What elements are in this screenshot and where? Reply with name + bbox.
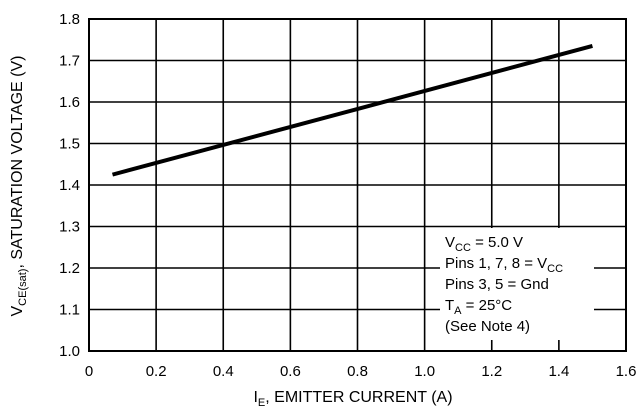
y-tick-label: 1.1 bbox=[59, 302, 80, 319]
y-tick-label: 1.3 bbox=[59, 219, 80, 236]
grid bbox=[88, 18, 627, 352]
y-tick-label: 1.5 bbox=[59, 136, 80, 153]
series-layer bbox=[111, 44, 593, 177]
y-axis-label: VCE(sat), SATURATION VOLTAGE (V) bbox=[9, 55, 29, 316]
annotation-line: (See Note 4) bbox=[445, 318, 530, 335]
x-tick-label: 0.2 bbox=[146, 363, 167, 380]
annotation-line: Pins 3, 5 = Gnd bbox=[445, 276, 549, 293]
x-tick-label: 0.6 bbox=[280, 363, 301, 380]
annotation-line: VCC = 5.0 V bbox=[445, 234, 523, 254]
x-tick-label: 1.6 bbox=[616, 363, 637, 380]
x-tick-label: 1.2 bbox=[481, 363, 502, 380]
annotation-line: Pins 1, 7, 8 = VCC bbox=[445, 255, 563, 275]
y-tick-label: 1.0 bbox=[59, 343, 80, 360]
tick-labels: 0 0.2 0.4 0.6 0.8 1.0 1.2 1.4 1.6 1.0 1.1 1.2 1.3 1.4… bbox=[59, 11, 636, 380]
annotation-background bbox=[440, 228, 594, 340]
x-axis-label: IE, EMITTER CURRENT (A) bbox=[253, 389, 452, 409]
annotation-line: TA = 25°C bbox=[445, 297, 512, 317]
y-tick-label: 1.8 bbox=[59, 11, 80, 28]
x-tick-label: 0.8 bbox=[347, 363, 368, 380]
plot-frame bbox=[88, 18, 627, 352]
y-tick-label: 1.7 bbox=[59, 53, 80, 70]
x-tick-label: 0 bbox=[85, 363, 93, 380]
x-tick-label: 1.4 bbox=[548, 363, 569, 380]
series-line-0 bbox=[111, 44, 593, 177]
x-tick-label: 1.0 bbox=[414, 363, 435, 380]
y-tick-label: 1.2 bbox=[59, 260, 80, 277]
x-tick-label: 0.4 bbox=[213, 363, 234, 380]
y-tick-label: 1.4 bbox=[59, 177, 80, 194]
y-tick-label: 1.6 bbox=[59, 94, 80, 111]
